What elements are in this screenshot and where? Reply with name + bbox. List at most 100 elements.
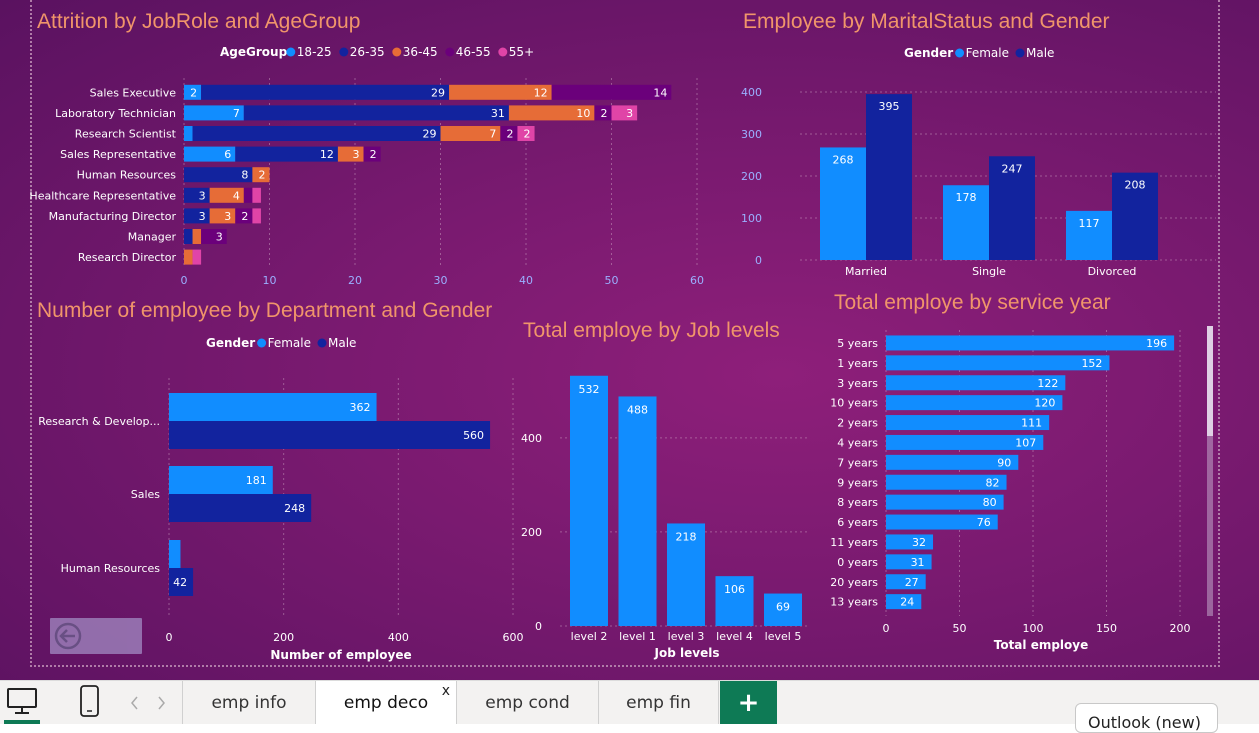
department-chart-title: Number of employee by Department and Gen… — [37, 299, 493, 322]
tab-emp-info[interactable]: emp info — [182, 681, 315, 724]
data-label: 76 — [977, 516, 991, 529]
legend-marker — [317, 338, 327, 348]
legend-item: Male — [328, 336, 356, 350]
data-label: 2 — [259, 169, 266, 182]
legend-marker — [339, 47, 349, 57]
legend-marker — [286, 47, 296, 57]
service-chart[interactable]: 0 50 100 150 200 Total employe 5 years 196 1 yea… — [820, 326, 1220, 656]
bar-segment — [184, 208, 210, 224]
desktop-view-button[interactable] — [0, 681, 44, 724]
bar-segment — [184, 167, 253, 183]
legend-item: 46-55 — [456, 45, 491, 59]
data-label: 247 — [1002, 162, 1023, 175]
bar-segment — [209, 208, 236, 224]
bar-segment — [184, 229, 193, 244]
bar — [169, 494, 312, 522]
bar-segment — [184, 146, 236, 162]
category-label: 2 years — [837, 417, 878, 430]
data-label: 3 — [216, 231, 223, 244]
marital-chart[interactable]: Gender Female Male 0 100 200 300 400 268 395 Marri… — [730, 36, 1220, 282]
chevron-left-icon — [131, 696, 138, 710]
category-label: 20 years — [830, 576, 878, 589]
category-label: Sales Executive — [90, 86, 177, 99]
category-label: Laboratory Technician — [55, 107, 176, 120]
bar — [886, 355, 1110, 371]
category-label: Manager — [128, 231, 177, 244]
back-button[interactable] — [50, 618, 142, 654]
data-label: 42 — [173, 576, 187, 589]
attrition-chart[interactable]: AgeGroup 18-25 26-35 36-45 46-55 55+ 0 10 20 30 40… — [0, 36, 720, 292]
x-tick-label: 0 — [166, 631, 173, 644]
bar-segment — [184, 126, 193, 141]
category-label: 0 years — [837, 556, 878, 569]
legend-marker — [445, 47, 455, 57]
data-label: 3 — [353, 148, 360, 161]
bar — [886, 434, 1044, 450]
tab-emp-cond[interactable]: emp cond — [456, 681, 598, 724]
bar — [886, 335, 1175, 351]
category-label: 1 years — [837, 357, 878, 370]
bar-segment — [449, 84, 552, 100]
scrollbar-track — [1207, 326, 1213, 616]
category-label: Research Director — [78, 251, 177, 264]
data-label: 6 — [224, 148, 231, 161]
phone-view-button[interactable] — [70, 681, 110, 724]
legend-marker — [257, 338, 267, 348]
data-label: 2 — [506, 128, 513, 141]
data-label: 362 — [350, 401, 371, 414]
legend-item: 18-25 — [297, 45, 332, 59]
data-label: 106 — [724, 583, 745, 596]
bar-segment — [594, 105, 612, 121]
tab-close-button[interactable]: x — [441, 683, 450, 699]
y-tick-label: 100 — [741, 212, 762, 225]
bar — [886, 415, 1050, 431]
category-label: Human Resources — [77, 169, 177, 182]
bar — [886, 574, 926, 590]
data-label: 3 — [199, 189, 206, 202]
bar — [169, 466, 273, 494]
data-label: 120 — [1034, 397, 1055, 410]
category-label: Human Resources — [61, 562, 161, 575]
bar — [886, 375, 1066, 391]
category-label: level 2 — [571, 630, 608, 643]
data-label: 14 — [653, 86, 667, 99]
scrollbar-thumb — [1207, 326, 1213, 436]
bar-segment — [184, 249, 193, 265]
x-axis-title: Job levels — [654, 646, 720, 660]
bar — [886, 554, 932, 570]
tab-emp-deco[interactable]: emp deco x — [315, 681, 456, 724]
x-tick-label: 50 — [953, 622, 967, 635]
prev-page-button[interactable] — [122, 681, 146, 724]
bar-segment — [235, 146, 338, 162]
data-label: 248 — [284, 502, 305, 515]
data-label: 3 — [199, 210, 206, 223]
department-chart[interactable]: Gender Female Male 0 200 400 600 Number of empl… — [30, 326, 530, 666]
data-label: 2 — [241, 210, 248, 223]
bar — [989, 156, 1035, 260]
data-label: 532 — [579, 383, 600, 396]
legend-item: Male — [1026, 46, 1054, 60]
category-label: Single — [972, 265, 1006, 278]
data-label: 488 — [627, 403, 648, 416]
bar-segment — [184, 105, 244, 121]
bar — [886, 514, 998, 530]
legend-title: Gender — [206, 336, 255, 350]
data-label: 3 — [626, 107, 633, 120]
service-chart-title: Total employe by service year — [834, 291, 1111, 314]
x-tick-label: 0 — [883, 622, 890, 635]
joblevels-chart[interactable]: 0 200 400 532 level 2 488 level 1 218 level 3 106… — [510, 360, 820, 666]
data-label: 27 — [905, 576, 919, 589]
add-page-button[interactable]: + — [720, 681, 777, 724]
category-label: Sales Representative — [60, 148, 176, 161]
category-label: level 4 — [716, 630, 753, 643]
outlook-button[interactable]: Outlook (new) — [1075, 703, 1218, 733]
bar — [169, 421, 491, 449]
x-tick-label: 200 — [1170, 622, 1191, 635]
category-label: 3 years — [837, 377, 878, 390]
tab-emp-fin[interactable]: emp fin — [598, 681, 719, 724]
next-page-button[interactable] — [150, 681, 174, 724]
data-label: 69 — [776, 601, 790, 614]
bar-segment — [243, 105, 509, 121]
data-label: 196 — [1146, 337, 1167, 350]
legend-marker — [1015, 48, 1025, 58]
